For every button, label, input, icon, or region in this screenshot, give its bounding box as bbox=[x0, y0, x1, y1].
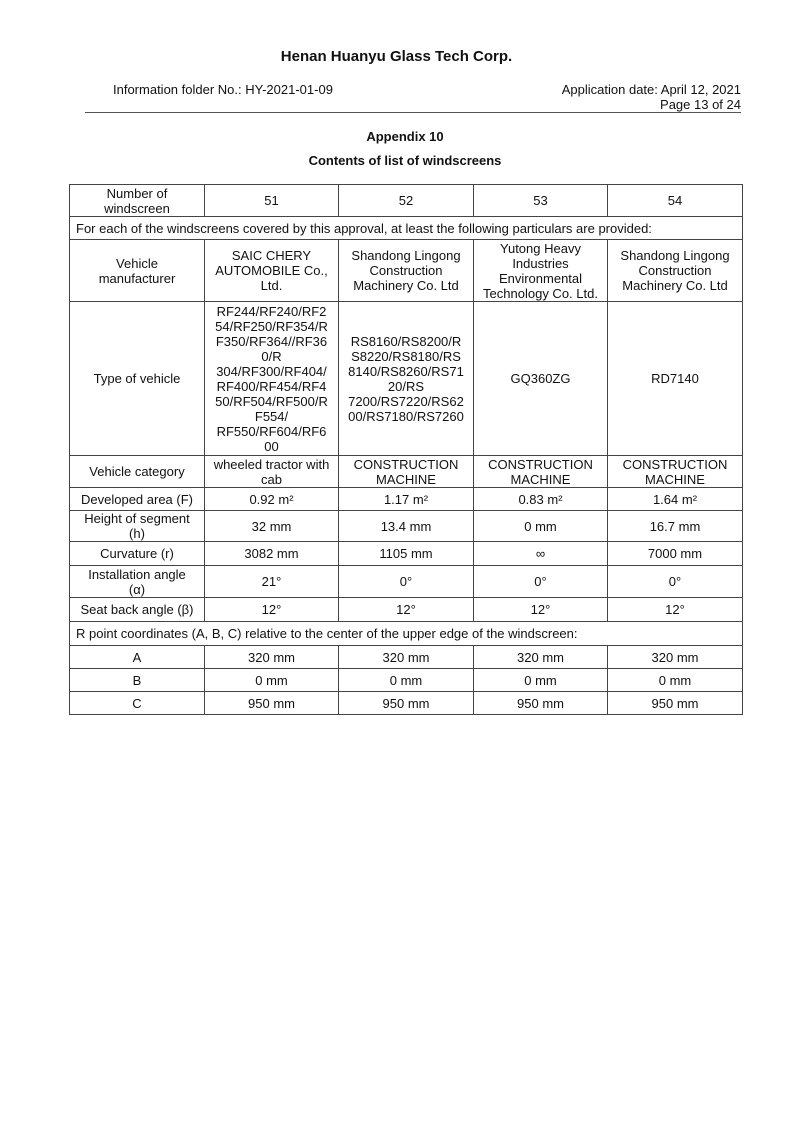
cell: 0 mm bbox=[607, 668, 743, 692]
row-label: Number of windscreen bbox=[69, 184, 205, 217]
cell: 21° bbox=[204, 565, 339, 598]
cell: 0 mm bbox=[473, 668, 608, 692]
cell: RD7140 bbox=[607, 301, 743, 456]
cell: 950 mm bbox=[607, 691, 743, 715]
cell: wheeled tractor with cab bbox=[204, 455, 339, 488]
cell: 0° bbox=[607, 565, 743, 598]
cell: 51 bbox=[204, 184, 339, 217]
table-row: Vehicle category wheeled tractor with cab… bbox=[69, 455, 743, 488]
row-label: A bbox=[69, 645, 205, 669]
cell: RS8160/RS8200/R S8220/RS8180/RS 8140/RS8… bbox=[338, 301, 474, 456]
cell: GQ360ZG bbox=[473, 301, 608, 456]
cell: RF244/RF240/RF2 54/RF250/RF354/R F350/RF… bbox=[204, 301, 339, 456]
cell: 7000 mm bbox=[607, 541, 743, 566]
company-name: Henan Huanyu Glass Tech Corp. bbox=[280, 48, 513, 65]
cell: 54 bbox=[607, 184, 743, 217]
row-label: Curvature (r) bbox=[69, 541, 205, 566]
row-label: Installation angle (α) bbox=[69, 565, 205, 598]
cell: 0 mm bbox=[473, 510, 608, 542]
table-row: Vehicle manufacturer SAIC CHERY AUTOMOBIL… bbox=[69, 239, 743, 302]
page-number: Page 13 of 24 bbox=[660, 97, 741, 112]
cell: 0.83 m² bbox=[473, 487, 608, 511]
cell: 0° bbox=[473, 565, 608, 598]
cell: Yutong Heavy Industries Environmental Te… bbox=[473, 239, 608, 302]
cell: Shandong Lingong Construction Machinery … bbox=[338, 239, 474, 302]
cell: Shandong Lingong Construction Machinery … bbox=[607, 239, 743, 302]
windscreen-table: Number of windscreen 51 52 53 54 For eac… bbox=[69, 184, 743, 715]
r-point-intro: R point coordinates (A, B, C) relative t… bbox=[69, 621, 743, 646]
cell: 950 mm bbox=[338, 691, 474, 715]
cell: 12° bbox=[204, 597, 339, 622]
cell: 12° bbox=[338, 597, 474, 622]
row-label: C bbox=[69, 691, 205, 715]
number-row: Number of windscreen 51 52 53 54 bbox=[69, 184, 743, 217]
table-row: Height of segment (h) 32 mm 13.4 mm 0 mm 16.… bbox=[69, 510, 743, 542]
information-folder-number: Information folder No.: HY-2021-01-09 bbox=[113, 82, 333, 97]
table-row: Installation angle (α) 21° 0° 0° 0° bbox=[69, 565, 743, 598]
cell: 52 bbox=[338, 184, 474, 217]
cell: 16.7 mm bbox=[607, 510, 743, 542]
cell: ∞ bbox=[473, 541, 608, 566]
cell: 3082 mm bbox=[204, 541, 339, 566]
cell: 0 mm bbox=[338, 668, 474, 692]
cell: CONSTRUCTION MACHINE bbox=[473, 455, 608, 488]
cell: CONSTRUCTION MACHINE bbox=[338, 455, 474, 488]
table-row: A 320 mm 320 mm 320 mm 320 mm bbox=[69, 645, 743, 669]
cell: CONSTRUCTION MACHINE bbox=[607, 455, 743, 488]
cell: 32 mm bbox=[204, 510, 339, 542]
row-label: Height of segment (h) bbox=[69, 510, 205, 542]
table-row: C 950 mm 950 mm 950 mm 950 mm bbox=[69, 691, 743, 715]
row-label: Vehicle manufacturer bbox=[69, 239, 205, 302]
cell: 53 bbox=[473, 184, 608, 217]
row-label: B bbox=[69, 668, 205, 692]
cell: 1.64 m² bbox=[607, 487, 743, 511]
cell: 0 mm bbox=[204, 668, 339, 692]
cell: SAIC CHERY AUTOMOBILE Co., Ltd. bbox=[204, 239, 339, 302]
row-label: Developed area (F) bbox=[69, 487, 205, 511]
header-right: Application date: April 12, 2021 Page 13… bbox=[562, 82, 741, 112]
intro-text: For each of the windscreens covered by t… bbox=[69, 216, 743, 240]
header-divider bbox=[85, 112, 741, 113]
cell: 950 mm bbox=[473, 691, 608, 715]
cell: 1105 mm bbox=[338, 541, 474, 566]
cell: 13.4 mm bbox=[338, 510, 474, 542]
row-label: Vehicle category bbox=[69, 455, 205, 488]
row-label: Seat back angle (β) bbox=[69, 597, 205, 622]
application-date: Application date: April 12, 2021 bbox=[561, 82, 741, 97]
table-row: Developed area (F) 0.92 m² 1.17 m² 0.83 m² 1… bbox=[69, 487, 743, 511]
cell: 950 mm bbox=[204, 691, 339, 715]
cell: 320 mm bbox=[607, 645, 743, 669]
row-label: Type of vehicle bbox=[69, 301, 205, 456]
cell: 0.92 m² bbox=[204, 487, 339, 511]
cell: 0° bbox=[338, 565, 474, 598]
r-point-intro-row: R point coordinates (A, B, C) relative t… bbox=[69, 621, 743, 646]
cell: 320 mm bbox=[204, 645, 339, 669]
cell: 12° bbox=[607, 597, 743, 622]
cell: 1.17 m² bbox=[338, 487, 474, 511]
table-row: Seat back angle (β) 12° 12° 12° 12° bbox=[69, 597, 743, 622]
table-row: Curvature (r) 3082 mm 1105 mm ∞ 7000 mm bbox=[69, 541, 743, 566]
cell: 320 mm bbox=[473, 645, 608, 669]
appendix-title: Appendix 10 bbox=[366, 129, 444, 144]
cell: 12° bbox=[473, 597, 608, 622]
cell: 320 mm bbox=[338, 645, 474, 669]
document-subtitle: Contents of list of windscreens bbox=[308, 153, 502, 168]
table-row: Type of vehicle RF244/RF240/RF2 54/RF250/… bbox=[69, 301, 743, 456]
intro-row: For each of the windscreens covered by t… bbox=[69, 216, 743, 240]
